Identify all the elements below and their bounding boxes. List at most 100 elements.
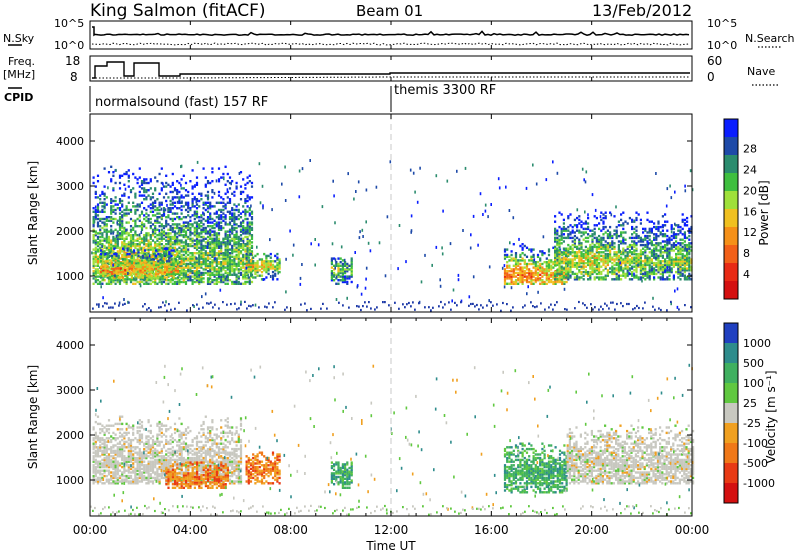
echo-cell	[233, 223, 236, 226]
echo-cell	[220, 275, 223, 278]
echo-cell	[624, 242, 627, 245]
echo-cell	[213, 223, 216, 226]
echo-cell	[233, 248, 236, 251]
echo-speck	[482, 213, 484, 216]
echo-cell	[677, 233, 680, 236]
echo-cell	[115, 267, 118, 270]
echo-cell	[562, 233, 565, 236]
echo-cell	[248, 250, 251, 253]
echo-cell	[510, 277, 513, 280]
echo-cell	[169, 232, 172, 235]
echo-cell	[554, 229, 557, 232]
echo-speck	[652, 296, 654, 300]
echo-cell	[679, 243, 682, 247]
echo-cell	[242, 262, 245, 266]
echo-speck	[404, 306, 406, 309]
echo-cell	[178, 279, 181, 282]
echo-cell	[228, 259, 232, 262]
echo-cell	[346, 275, 349, 278]
echo-cell	[152, 252, 155, 256]
echo-cell	[94, 217, 97, 221]
echo-speck	[552, 160, 554, 164]
echo-cell	[141, 276, 144, 279]
echo-cell	[650, 229, 653, 232]
echo-cell	[626, 261, 629, 265]
echo-cell	[653, 267, 656, 270]
echo-cell	[344, 270, 347, 273]
echo-cell	[198, 232, 201, 235]
echo-cell	[604, 274, 607, 277]
echo-cell	[162, 226, 166, 230]
echo-cell	[202, 262, 205, 266]
echo-cell	[543, 268, 546, 271]
echo-cell	[637, 261, 640, 265]
echo-cell	[633, 240, 636, 243]
echo-cell	[534, 279, 537, 282]
echo-cell	[683, 261, 686, 265]
echo-cell	[233, 273, 236, 276]
echo-cell	[215, 243, 218, 246]
echo-cell	[228, 266, 232, 269]
echo-speck	[534, 306, 536, 309]
echo-cell	[677, 252, 680, 256]
echo-cell	[178, 232, 181, 235]
echo-cell	[265, 261, 268, 265]
echo-cell	[642, 272, 645, 276]
echo-cell	[591, 267, 594, 270]
echo-cell	[124, 261, 127, 265]
echo-cell	[672, 234, 675, 238]
echo-cell	[239, 171, 243, 174]
echo-cell	[189, 262, 192, 266]
echo-cell	[639, 256, 642, 259]
echo-cell	[117, 260, 120, 263]
echo-cell	[235, 248, 238, 251]
echo-speck	[655, 172, 657, 175]
echo-cell	[166, 270, 169, 274]
echo-cell	[147, 259, 150, 262]
echo-cell	[536, 255, 540, 258]
echo-cell	[580, 252, 583, 256]
echo-speck	[292, 243, 295, 247]
echo-cell	[341, 266, 344, 269]
echo-cell	[657, 267, 660, 270]
echo-cell	[552, 262, 555, 266]
echo-cell	[679, 269, 682, 272]
echo-cell	[137, 267, 140, 270]
echo-cell	[573, 242, 576, 245]
echo-speck	[435, 245, 438, 249]
echo-cell	[668, 267, 671, 270]
echo-cell	[220, 270, 223, 273]
echo-cell	[580, 242, 583, 245]
echo-cell	[628, 260, 631, 263]
echo-cell	[246, 223, 249, 226]
echo-cell	[595, 269, 598, 272]
echo-cell	[165, 199, 168, 203]
echo-cell	[101, 210, 104, 213]
echo-cell	[550, 268, 553, 271]
echo-cell	[244, 262, 247, 266]
echo-cell	[246, 266, 249, 269]
echo-cell	[582, 263, 585, 267]
echo-cell	[145, 190, 148, 194]
echo-cell	[235, 235, 238, 239]
echo-cell	[642, 260, 645, 263]
echo-cell	[171, 198, 174, 201]
echo-cell	[129, 228, 133, 231]
echo-cell	[580, 231, 583, 234]
echo-cell	[136, 181, 139, 185]
echo-speck	[218, 307, 220, 310]
echo-cell	[103, 192, 106, 195]
echo-cell	[235, 241, 238, 244]
echo-cell	[558, 251, 561, 254]
echo-cell	[341, 275, 344, 278]
echo-speck	[365, 220, 367, 224]
echo-cell	[171, 196, 174, 199]
echo-cell	[127, 244, 130, 248]
echo-cell	[530, 273, 533, 276]
echo-cell	[177, 272, 180, 276]
echo-cell	[686, 243, 689, 247]
echo-cell	[233, 234, 236, 237]
echo-cell	[215, 257, 218, 260]
echo-cell	[686, 267, 689, 270]
echo-cell	[675, 263, 678, 267]
